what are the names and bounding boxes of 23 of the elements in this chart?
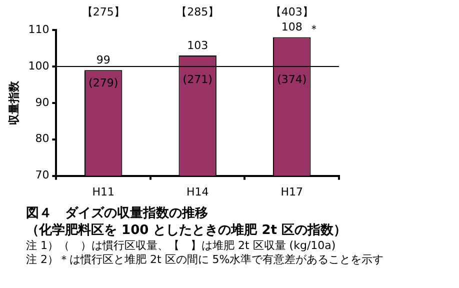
y-tick-label: 100 — [28, 59, 50, 72]
y-tick-label: 110 — [28, 22, 50, 36]
y-tick-label: 80 — [35, 132, 50, 146]
data-label: 99 — [96, 53, 110, 66]
text: 注 1）（ ）は慣行区収量、【 】は堆肥 2t 区収量 (kg/10a) — [25, 239, 337, 253]
x-tick-label: H17 — [280, 185, 304, 198]
annotation: (374) — [277, 72, 307, 86]
text: 注 2）＊は慣行区と堆肥 2t 区の間に 5%水準で有意差があることを示す — [25, 253, 385, 267]
annotation: ＊ — [308, 22, 320, 36]
text: 【275】 — [82, 5, 125, 18]
text: 【403】 — [270, 5, 314, 18]
x-tick-label: H11 — [92, 185, 114, 198]
text: 【285】 — [176, 5, 220, 18]
data-label: 103 — [187, 38, 208, 52]
y-axis-title: 収量指数 — [7, 80, 20, 125]
data-label: 108 — [281, 20, 302, 34]
annotation: (271) — [182, 72, 212, 86]
y-tick-label: 70 — [35, 168, 50, 182]
y-tick-label: 90 — [35, 96, 50, 109]
annotation: (279) — [88, 76, 118, 90]
x-tick-label: H14 — [186, 185, 209, 198]
text: （化学肥料区を 100 としたときの堆肥 2t 区の指数） — [25, 222, 348, 239]
text: 図４ ダイズの収量指数の推移 — [25, 205, 209, 222]
